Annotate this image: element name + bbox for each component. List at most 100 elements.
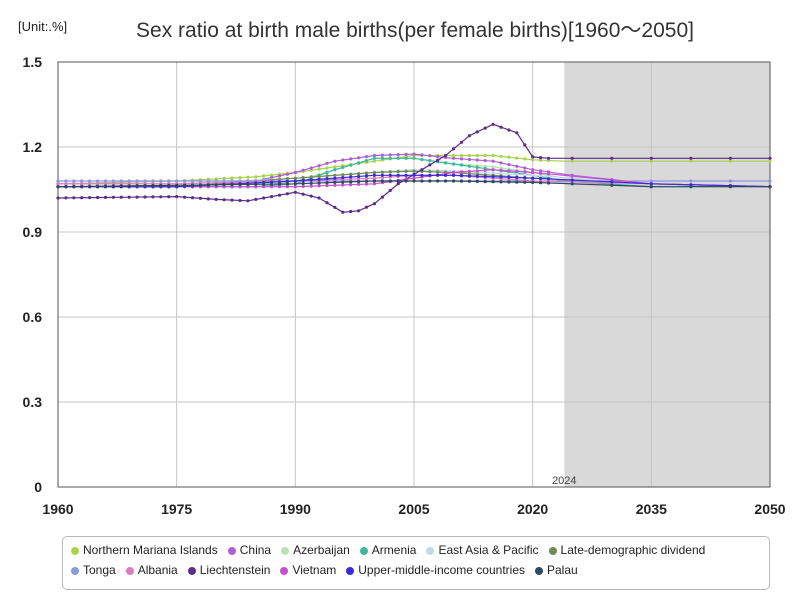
data-point [230, 183, 234, 187]
data-point [483, 126, 487, 130]
data-point [459, 140, 464, 144]
data-point [475, 165, 479, 169]
legend-item: Late-demographic dividend [548, 543, 705, 557]
data-point [539, 156, 543, 160]
data-point [190, 183, 195, 187]
data-point [254, 197, 258, 201]
data-point [246, 182, 250, 186]
data-point [325, 170, 329, 175]
data-point [230, 198, 234, 202]
data-point [372, 159, 376, 163]
data-point [72, 179, 76, 183]
data-point [428, 170, 432, 174]
data-point [396, 153, 400, 157]
data-point [143, 179, 147, 183]
data-point [475, 130, 479, 134]
data-point [341, 183, 345, 187]
y-tick-label: 1.2 [23, 139, 43, 155]
data-point [111, 195, 115, 199]
data-point [309, 175, 313, 179]
x-tick-label: 2005 [398, 501, 429, 517]
data-point [270, 195, 274, 199]
data-point [317, 174, 321, 179]
data-point [649, 156, 653, 160]
data-point [396, 182, 400, 186]
data-point [127, 195, 131, 199]
data-point [404, 152, 408, 156]
data-point [357, 177, 361, 181]
data-point [262, 174, 266, 178]
data-point [523, 180, 527, 184]
legend-label: Albania [137, 563, 178, 577]
data-point [491, 153, 495, 158]
data-point [380, 156, 384, 160]
data-point [420, 179, 424, 183]
data-point [444, 173, 448, 177]
data-point [246, 199, 250, 203]
data-point [357, 209, 361, 213]
data-point [396, 179, 400, 183]
data-point [175, 183, 179, 187]
data-point [507, 172, 511, 176]
data-point [491, 175, 495, 179]
data-point [396, 156, 400, 160]
data-point [515, 164, 519, 168]
chart-title: Sex ratio at birth male births(per femal… [136, 19, 694, 42]
data-point [293, 190, 297, 194]
data-point [301, 178, 305, 182]
data-point [349, 183, 353, 187]
data-point [135, 179, 139, 183]
data-point [119, 195, 123, 199]
data-point [325, 181, 329, 185]
data-point [175, 179, 179, 183]
legend-label: Upper-middle-income countries [358, 563, 525, 577]
legend-item: Palau [535, 563, 578, 577]
data-point [111, 184, 115, 188]
data-point [277, 174, 282, 178]
data-point [728, 185, 733, 189]
y-tick-label: 0.6 [23, 309, 43, 325]
data-point [372, 173, 376, 177]
data-point [96, 179, 100, 183]
data-point [531, 168, 535, 172]
data-point [372, 153, 376, 158]
data-point [467, 174, 471, 178]
data-point [523, 166, 527, 170]
data-point [539, 169, 543, 173]
data-point [143, 195, 147, 199]
unit-label: [Unit:.%] [18, 19, 68, 34]
data-point [103, 184, 108, 188]
legend-marker-icon [426, 546, 435, 555]
data-point [459, 170, 464, 174]
data-point [88, 179, 92, 183]
data-point [285, 192, 289, 196]
data-point [483, 159, 487, 163]
data-point [56, 182, 60, 186]
data-point [689, 156, 693, 160]
data-point [412, 152, 416, 156]
data-point [459, 179, 464, 183]
data-point [285, 185, 289, 189]
data-point [103, 182, 108, 186]
data-point [531, 176, 535, 180]
x-tick-label: 2020 [517, 501, 548, 517]
data-point [190, 196, 195, 200]
data-point [570, 156, 574, 160]
legend-marker-icon [346, 566, 355, 575]
legend-marker-icon [280, 566, 289, 575]
data-point [270, 185, 274, 189]
data-point [357, 182, 361, 186]
legend-marker-icon [71, 546, 79, 555]
data-point [412, 169, 416, 173]
data-point [301, 192, 305, 196]
data-point [309, 178, 313, 182]
data-point [333, 176, 337, 180]
data-point [80, 182, 84, 186]
legend-label: Tonga [83, 563, 116, 577]
data-point [499, 172, 503, 176]
data-point [728, 159, 733, 163]
data-point [317, 184, 321, 188]
data-point [531, 155, 535, 159]
data-point [309, 168, 313, 172]
data-point [768, 185, 772, 189]
